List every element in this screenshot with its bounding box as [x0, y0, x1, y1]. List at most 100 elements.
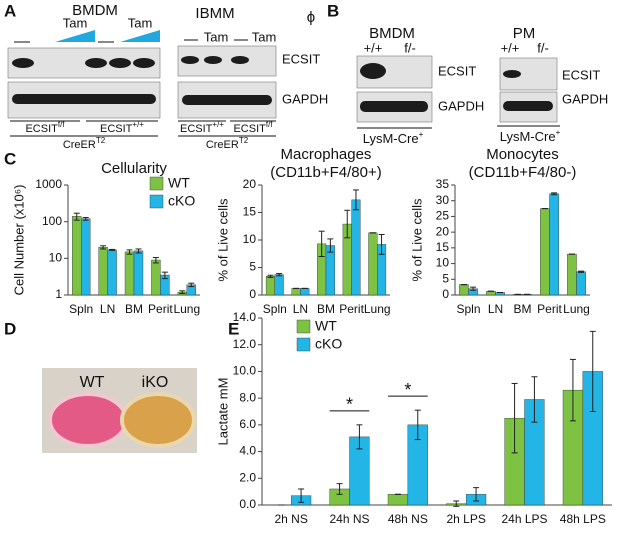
blot-band	[12, 58, 34, 68]
y-tick-label: 5	[249, 260, 256, 274]
genotype-sup: +/+	[212, 120, 224, 129]
blot-band	[503, 70, 521, 78]
cre-sup: T2	[239, 136, 249, 145]
bar	[540, 208, 550, 296]
panel-letter: D	[4, 319, 16, 338]
treatment-label: Tam	[204, 29, 229, 44]
x-tick-label: BM	[317, 302, 335, 316]
blot-band	[181, 56, 199, 64]
genotype-label: ECSIT+/+	[180, 120, 224, 135]
cre-text: CreER	[63, 139, 96, 151]
bar	[124, 251, 135, 296]
legend-swatch	[149, 194, 164, 209]
blot-band	[231, 56, 249, 64]
cre-sup: +	[419, 130, 424, 139]
row-label: GAPDH	[282, 91, 328, 106]
lane-label: +/+	[501, 40, 520, 55]
error-bar	[276, 273, 283, 277]
annotation: *	[346, 395, 353, 415]
panel-letter: E	[228, 319, 239, 338]
error-bar	[511, 382, 518, 454]
well-ko	[120, 392, 196, 448]
y-axis-label: % of Live cells	[215, 198, 230, 282]
x-tick-label: Lung	[364, 302, 391, 316]
bar	[459, 284, 469, 296]
bar	[151, 259, 161, 296]
cre-text: LysM-Cre	[363, 131, 419, 146]
bar	[567, 253, 577, 296]
annotation: *	[404, 380, 411, 400]
chart-title: Monocytes	[486, 146, 559, 163]
y-tick-label: 35	[436, 177, 450, 191]
x-tick-label: LN	[293, 302, 308, 316]
blot-band	[109, 58, 131, 68]
bar	[325, 245, 335, 296]
error-bar	[126, 249, 133, 255]
treatment-label: Tam	[252, 29, 277, 44]
genotype-sup: +/+	[132, 120, 144, 129]
row-label: GAPDH	[562, 91, 608, 106]
blot-band	[360, 63, 386, 79]
error-bar	[569, 358, 576, 422]
x-tick-label: Perit	[537, 302, 562, 316]
treatment-label: Tam	[63, 15, 88, 30]
cre-label: CreERT2	[206, 136, 249, 151]
y-axis-label: Cell Number (x10⁶)	[11, 185, 26, 296]
blot-band	[182, 95, 272, 105]
lane-label: f/-	[537, 40, 549, 55]
treatment-label: Tam	[128, 15, 153, 30]
error-bar	[135, 248, 142, 254]
blot-band	[85, 58, 107, 68]
error-bar	[161, 271, 168, 280]
x-tick-label: 48h NS	[388, 512, 428, 526]
bar	[72, 216, 82, 296]
x-tick-label: LN	[100, 302, 115, 316]
y-tick-label: 4.0	[239, 444, 256, 458]
chart-subtitle: (CD11b+F4/80-)	[469, 164, 577, 181]
error-bar	[318, 230, 325, 257]
error-bar	[267, 274, 274, 278]
x-tick-label: Lung	[173, 302, 200, 316]
y-tick-label: 15	[436, 240, 450, 254]
genotype-label: ECSITf/f	[25, 120, 65, 135]
bar	[576, 271, 586, 296]
y-tick-label: 6.0	[239, 417, 256, 431]
y-tick-label: 20	[243, 177, 257, 191]
error-bar	[344, 209, 351, 239]
y-tick-label: 10.0	[233, 364, 257, 378]
bar	[351, 199, 361, 296]
blot-title: BMDM	[72, 2, 118, 19]
x-tick-label: Spln	[69, 302, 93, 316]
error-bar	[109, 248, 116, 251]
cre-sup: +	[556, 128, 561, 137]
x-tick-label: BM	[125, 302, 143, 316]
panel-letter: B	[327, 1, 339, 20]
genotype-label: ECSITf/f	[233, 120, 273, 135]
blot-band	[360, 101, 428, 112]
y-tick-label: 20	[436, 224, 450, 238]
error-bar	[73, 212, 80, 221]
y-tick-label: 10	[436, 256, 450, 270]
bar	[265, 276, 276, 296]
chart-title: Macrophages	[281, 146, 372, 163]
error-bar	[352, 189, 359, 211]
x-tick-label: 48h LPS	[560, 512, 606, 526]
x-tick-label: Lung	[563, 302, 590, 316]
y-tick-label: 1	[55, 287, 62, 301]
well-label: iKO	[142, 374, 169, 391]
genotype-sup: f/f	[266, 120, 273, 129]
x-tick-label: Spln	[263, 302, 287, 316]
legend-label: cKO	[168, 193, 195, 209]
cre-label: CreERT2	[63, 136, 106, 151]
genotype-sup: f/f	[58, 120, 65, 129]
y-tick-label: 12.0	[233, 337, 257, 351]
legend-swatch	[149, 176, 164, 191]
well-label: WT	[80, 374, 105, 391]
blot-band	[12, 94, 156, 104]
y-tick-label: 10	[243, 232, 257, 246]
y-tick-label: 30	[436, 193, 450, 207]
error-bar	[336, 483, 343, 495]
legend-label: cKO	[315, 336, 342, 352]
phi-symbol: ϕ	[307, 9, 315, 26]
